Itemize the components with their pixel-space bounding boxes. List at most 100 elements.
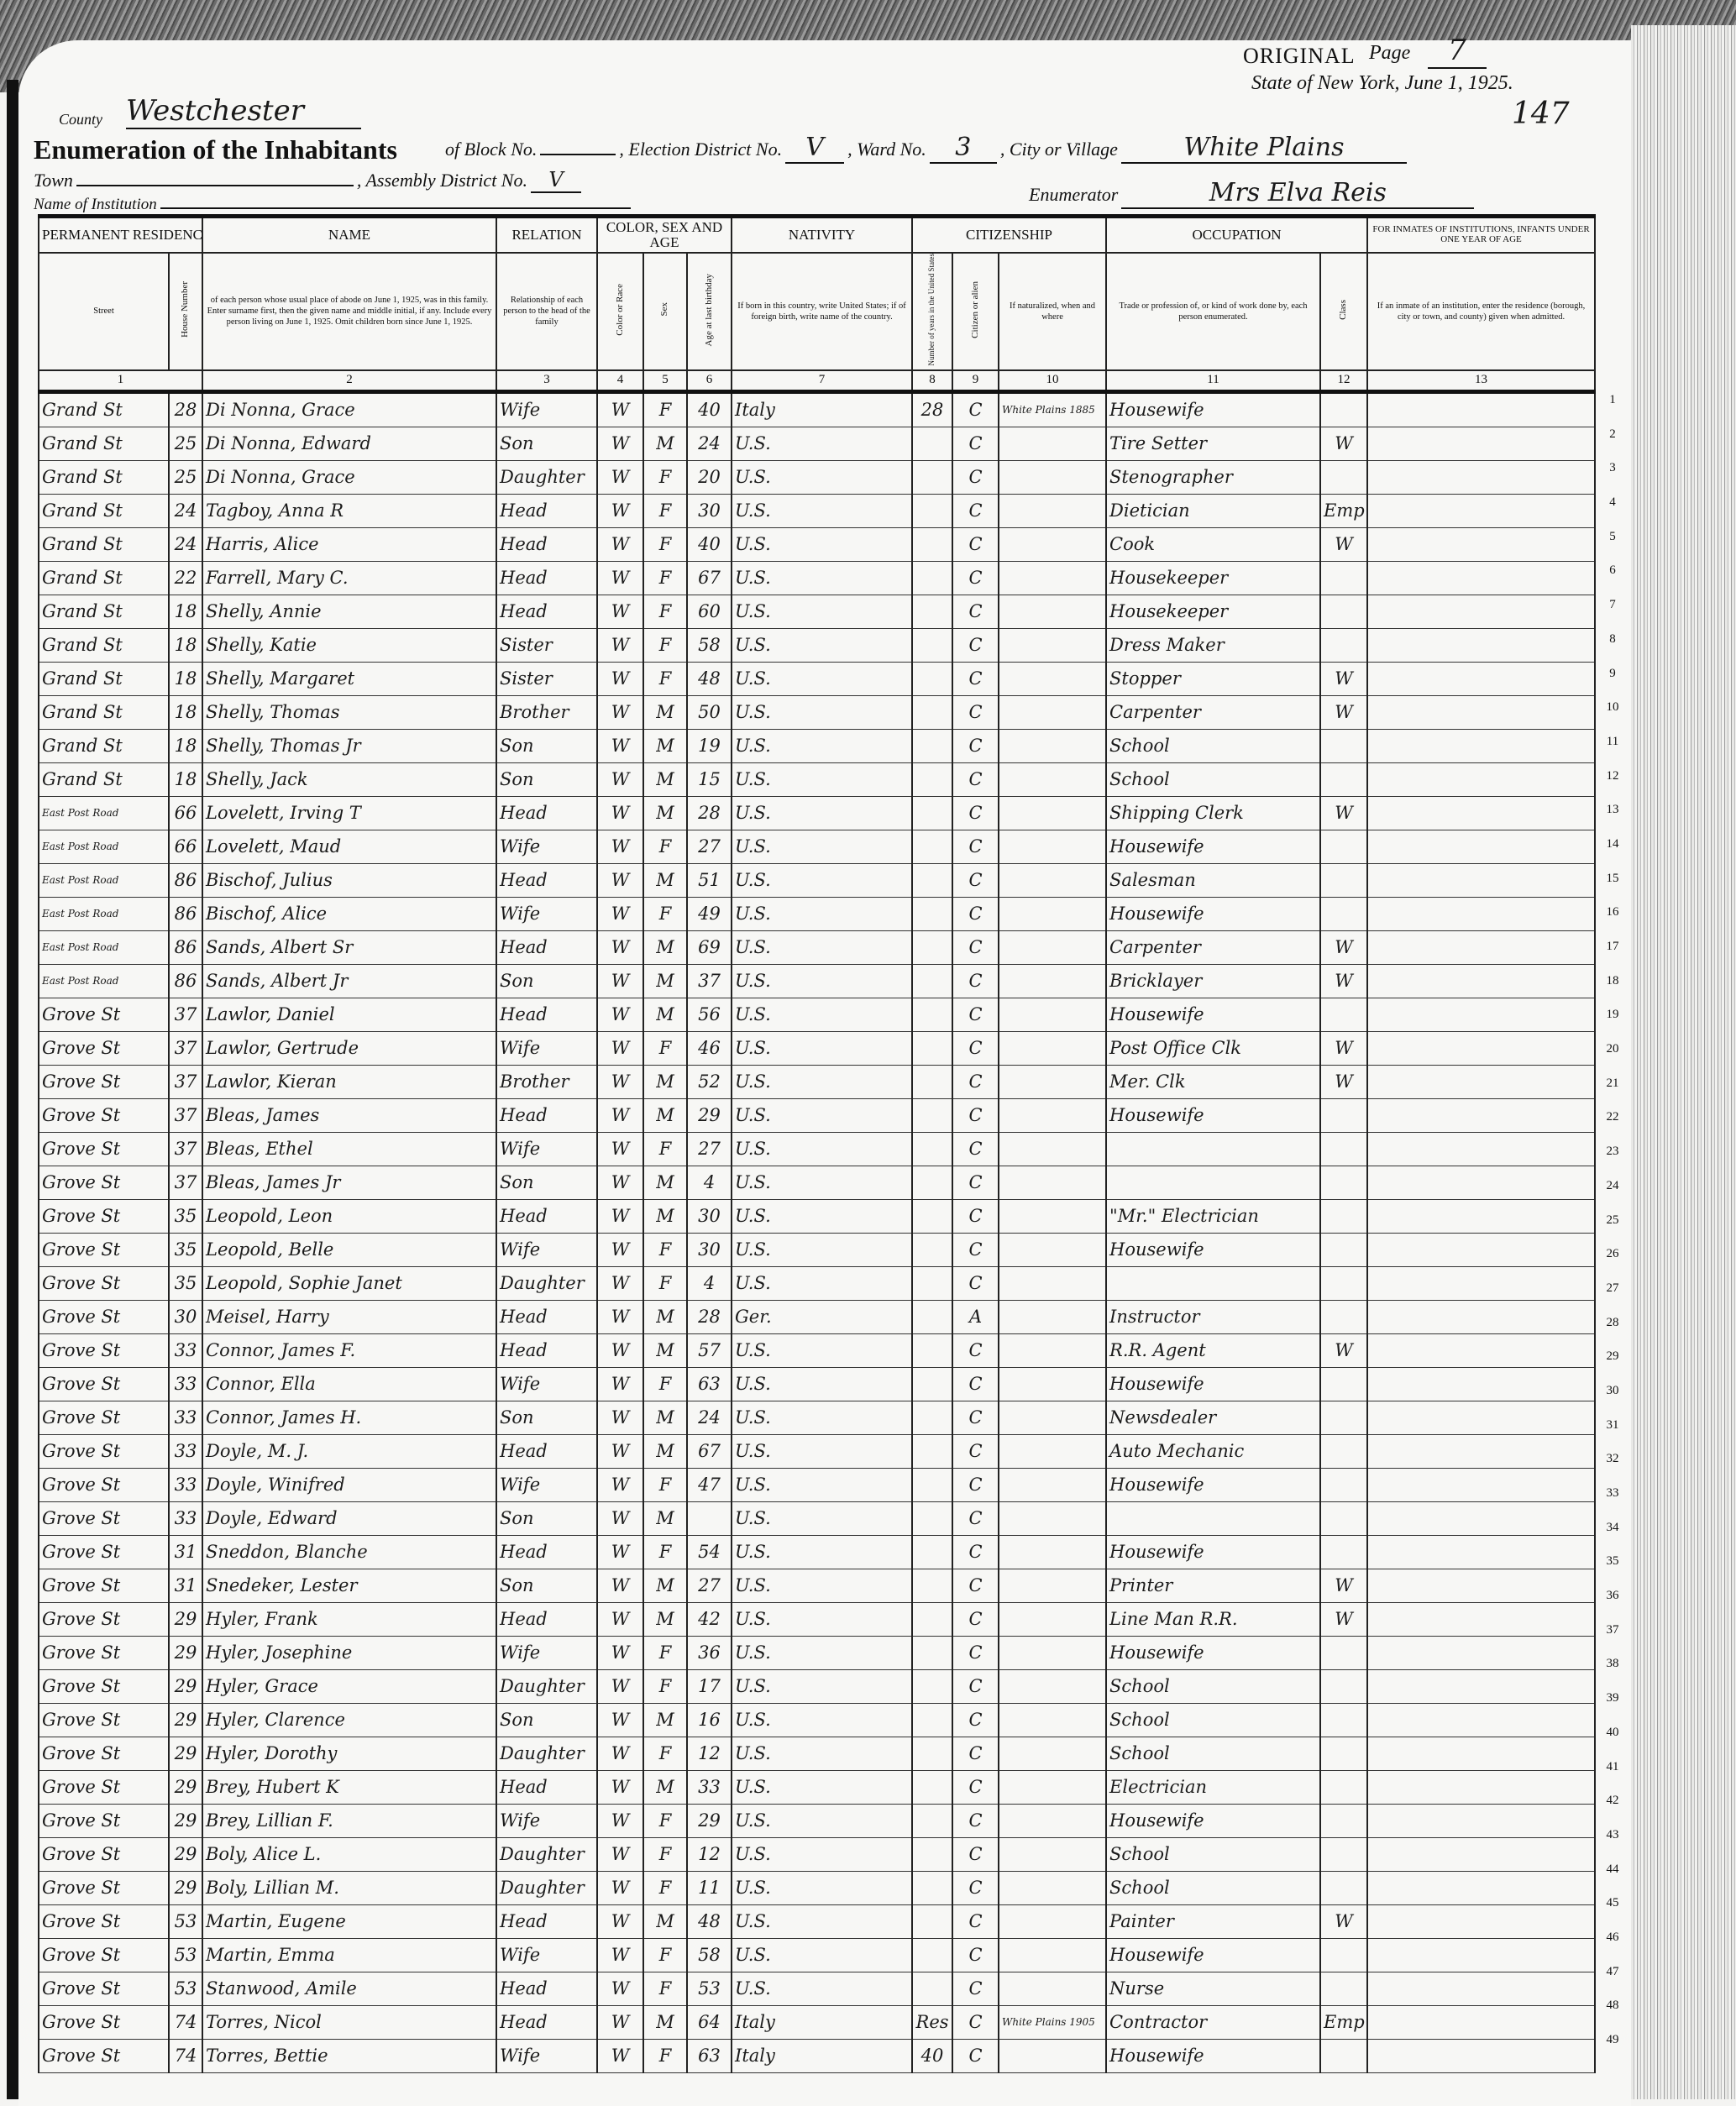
cell-age: 19	[685, 729, 733, 763]
cell-color: W	[596, 1468, 644, 1502]
cell-sex: M	[642, 1333, 688, 1368]
table-row: Grand St 18 Shelly, Thomas Jr Son W M 19 U.S. C S…	[38, 729, 1597, 763]
cell-citizenship: C	[952, 1166, 1000, 1200]
cell-street: Grove St	[38, 1602, 170, 1637]
cell-name: Leopold, Sophie Janet	[202, 1266, 497, 1301]
table-row: East Post Road 86 Bischof, Julius Head W M 51 U…	[38, 863, 1597, 898]
cell-nativity: U.S.	[731, 1535, 914, 1569]
cell-age: 48	[685, 662, 733, 696]
cell-institution	[1366, 1233, 1597, 1267]
cell-citizenship: C	[952, 964, 1000, 998]
cell-sex: F	[642, 830, 688, 864]
cell-nativity: Italy	[731, 391, 914, 427]
cell-sex: F	[642, 1132, 688, 1166]
cell-relation: Son	[496, 729, 598, 763]
cell-age: 17	[685, 1669, 733, 1704]
cell-occupation	[1105, 1132, 1322, 1166]
cell-class	[1319, 1770, 1369, 1805]
cell-years-in-us	[911, 1098, 954, 1133]
cell-citizenship: C	[952, 1636, 1000, 1670]
cell-nativity: U.S.	[731, 1233, 914, 1267]
cell-name: Stanwood, Amile	[202, 1972, 497, 2006]
cell-color: W	[596, 695, 644, 730]
table-row: Grove St 35 Leopold, Leon Head W M 30 U.S. C "Mr.…	[38, 1199, 1597, 1234]
cell-occupation: Painter	[1105, 1904, 1322, 1939]
cell-house-number: 86	[168, 863, 203, 898]
cell-institution	[1366, 595, 1597, 629]
cell-street: Grand St	[38, 695, 170, 730]
cell-citizenship: C	[952, 897, 1000, 931]
cell-sex: F	[642, 1972, 688, 2006]
cell-years-in-us	[911, 1199, 954, 1234]
cell-name: Brey, Hubert K	[202, 1770, 497, 1805]
cell-class: W	[1319, 796, 1369, 830]
line-number: 43	[1606, 1827, 1619, 1841]
cell-name: Torres, Nicol	[202, 2005, 497, 2040]
cell-name: Lovelett, Maud	[202, 830, 497, 864]
cell-occupation: Line Man R.R.	[1105, 1602, 1322, 1637]
header-relation: RELATION	[496, 216, 598, 254]
cell-institution	[1366, 1804, 1597, 1838]
cell-class	[1319, 561, 1369, 595]
cell-class: W	[1319, 1065, 1369, 1099]
cell-color: W	[596, 1938, 644, 1972]
line-number: 40	[1606, 1725, 1619, 1739]
cell-institution	[1366, 628, 1597, 663]
cell-years-in-us	[911, 494, 954, 528]
cell-house-number: 25	[168, 460, 203, 495]
cell-citizenship: C	[952, 762, 1000, 797]
cell-citizenship: C	[952, 1569, 1000, 1603]
cell-name: Shelly, Margaret	[202, 662, 497, 696]
cell-street: Grove St	[38, 1333, 170, 1368]
cell-house-number: 35	[168, 1233, 203, 1267]
cell-relation: Wife	[496, 897, 598, 931]
cell-house-number: 86	[168, 897, 203, 931]
cell-years-in-us	[911, 1132, 954, 1166]
cell-street: Grand St	[38, 427, 170, 461]
cell-relation: Sister	[496, 662, 598, 696]
header-name: NAME	[202, 216, 497, 254]
table-row: Grove St 29 Hyler, Clarence Son W M 16 U.S. C Sch…	[38, 1703, 1597, 1737]
cell-nativity: U.S.	[731, 1166, 914, 1200]
cell-relation: Head	[496, 863, 598, 898]
district-line: of Block No. , Election District No. V ,…	[445, 133, 1407, 164]
institution-label: Name of Institution	[34, 196, 157, 213]
cell-nativity: U.S.	[731, 1468, 914, 1502]
cell-naturalized	[998, 1031, 1108, 1066]
age-label: Age at last birthday	[703, 273, 714, 346]
cell-house-number: 18	[168, 595, 203, 629]
column-number: 2	[202, 369, 497, 394]
cell-house-number: 29	[168, 1636, 203, 1670]
line-number: 48	[1606, 1999, 1619, 2013]
cell-street: Grove St	[38, 1501, 170, 1536]
column-number: 11	[1105, 369, 1322, 394]
years-label: Number of years in the United States	[927, 254, 936, 366]
cell-color: W	[596, 1199, 644, 1234]
cell-age: 56	[685, 998, 733, 1032]
cell-name: Di Nonna, Grace	[202, 460, 497, 495]
cell-years-in-us	[911, 527, 954, 562]
cell-occupation: Housewife	[1105, 1233, 1322, 1267]
table-row: Grove St 29 Brey, Lillian F. Wife W F 29 U.S. C H…	[38, 1804, 1597, 1838]
cell-nativity: U.S.	[731, 796, 914, 830]
line-number: 27	[1606, 1281, 1619, 1295]
line-number: 9	[1609, 666, 1616, 680]
cell-institution	[1366, 1669, 1597, 1704]
cell-naturalized	[998, 729, 1108, 763]
cell-citizenship: C	[952, 1770, 1000, 1805]
cell-name: Di Nonna, Grace	[202, 391, 497, 427]
cell-nativity: U.S.	[731, 1938, 914, 1972]
cell-occupation: Mer. Clk	[1105, 1065, 1322, 1099]
cell-citizenship: C	[952, 1132, 1000, 1166]
line-number: 1	[1609, 393, 1616, 406]
cell-house-number: 33	[168, 1401, 203, 1435]
cell-name: Sneddon, Blanche	[202, 1535, 497, 1569]
cell-years-in-us	[911, 1737, 954, 1771]
cell-street: Grove St	[38, 1535, 170, 1569]
cell-class	[1319, 1468, 1369, 1502]
column-number: 1	[38, 369, 203, 394]
column-number: 13	[1366, 369, 1597, 394]
cell-color: W	[596, 1904, 644, 1939]
cell-age: 40	[685, 391, 733, 427]
cell-occupation: School	[1105, 1737, 1322, 1771]
